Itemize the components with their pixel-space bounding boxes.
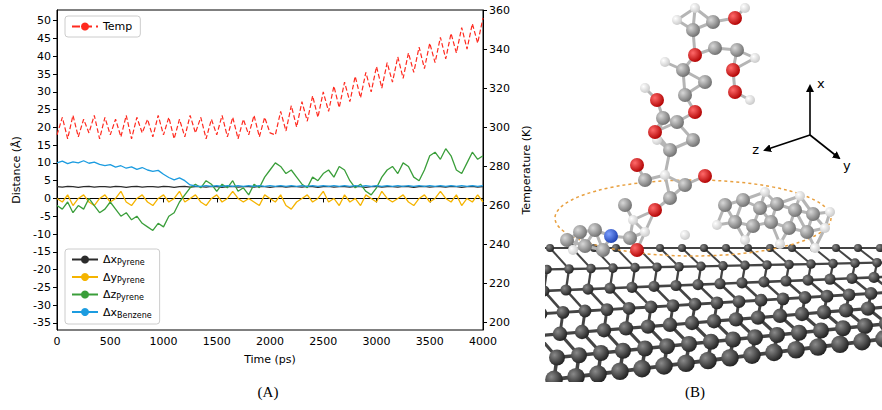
svg-text:45: 45 xyxy=(37,32,51,45)
svg-text:40: 40 xyxy=(37,50,51,63)
svg-text:Temp: Temp xyxy=(102,20,132,33)
svg-text:20: 20 xyxy=(37,121,51,134)
svg-text:Distance (Å): Distance (Å) xyxy=(10,136,23,204)
html-text:(B): (B) xyxy=(685,384,705,400)
svg-text:Pyrene: Pyrene xyxy=(116,293,144,302)
svg-text:35: 35 xyxy=(37,68,51,81)
svg-text:3000: 3000 xyxy=(363,335,391,348)
svg-text:280: 280 xyxy=(489,160,510,173)
svg-text:z: z xyxy=(752,142,759,157)
svg-text:-20: -20 xyxy=(33,263,51,276)
svg-text:30: 30 xyxy=(37,85,51,98)
svg-text:Time (ps): Time (ps) xyxy=(243,353,296,366)
svg-text:320: 320 xyxy=(489,82,510,95)
svg-text:Pyrene: Pyrene xyxy=(117,276,145,285)
svg-text:Pyrene: Pyrene xyxy=(117,258,145,267)
svg-text:-10: -10 xyxy=(33,228,51,241)
svg-text:25: 25 xyxy=(37,103,51,116)
svg-text:2000: 2000 xyxy=(256,335,284,348)
svg-text:Δx: Δx xyxy=(103,306,118,319)
svg-text:10: 10 xyxy=(37,156,51,169)
svg-text:0: 0 xyxy=(54,335,61,348)
svg-text:260: 260 xyxy=(489,199,510,212)
html-text:(A): (A) xyxy=(257,384,279,400)
svg-text:-15: -15 xyxy=(33,245,51,258)
svg-text:x: x xyxy=(817,76,825,91)
svg-text:Temperature (K): Temperature (K) xyxy=(520,126,533,216)
svg-text:Benzene: Benzene xyxy=(117,311,152,320)
svg-text:y: y xyxy=(843,158,851,173)
svg-text:500: 500 xyxy=(100,335,121,348)
svg-text:1000: 1000 xyxy=(150,335,178,348)
svg-text:200: 200 xyxy=(489,316,510,329)
svg-text:300: 300 xyxy=(489,121,510,134)
svg-text:-30: -30 xyxy=(33,299,51,312)
svg-text:220: 220 xyxy=(489,277,510,290)
svg-text:240: 240 xyxy=(489,238,510,251)
svg-text:50: 50 xyxy=(37,14,51,27)
svg-text:4000: 4000 xyxy=(469,335,497,348)
svg-text:5: 5 xyxy=(44,174,51,187)
svg-text:3500: 3500 xyxy=(416,335,444,348)
svg-text:Δy: Δy xyxy=(103,271,118,284)
svg-text:-25: -25 xyxy=(33,281,51,294)
svg-text:1500: 1500 xyxy=(203,335,231,348)
svg-text:340: 340 xyxy=(489,43,510,56)
svg-text:0: 0 xyxy=(44,192,51,205)
svg-text:2500: 2500 xyxy=(309,335,337,348)
svg-text:15: 15 xyxy=(37,139,51,152)
svg-text:-35: -35 xyxy=(33,316,51,329)
svg-text:Δx: Δx xyxy=(103,253,118,266)
svg-text:Δz: Δz xyxy=(103,288,117,301)
svg-text:360: 360 xyxy=(489,4,510,17)
svg-text:-5: -5 xyxy=(40,210,51,223)
